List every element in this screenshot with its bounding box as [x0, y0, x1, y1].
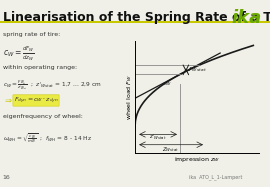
Text: ika  ATO_L_1-Lampert: ika ATO_L_1-Lampert — [189, 174, 242, 180]
Text: $c_W = \frac{F_{W_{st}}}{z'_{W_{st}}}$  ;  $z'_{Wstat}$ = 1,7 ... 2,9 cm: $c_W = \frac{F_{W_{st}}}{z'_{W_{st}}}$ ;… — [3, 79, 101, 93]
Text: $Z_{W\,stat}$: $Z_{W\,stat}$ — [162, 145, 179, 154]
Y-axis label: wheel load $F_W$: wheel load $F_W$ — [125, 74, 134, 120]
Text: $z'_{W\,stat}$: $z'_{W\,stat}$ — [149, 132, 166, 142]
Text: $c_W$: $c_W$ — [162, 80, 172, 88]
Text: ika: ika — [232, 9, 262, 27]
Text: $c_W = \frac{dF_W}{dz_W}$: $c_W = \frac{dF_W}{dz_W}$ — [3, 45, 34, 63]
Text: $F_{dyn} = c_W \cdot z_{dyn}$: $F_{dyn} = c_W \cdot z_{dyn}$ — [14, 95, 59, 106]
Text: within operating range:: within operating range: — [3, 65, 77, 70]
Text: $\omega_{WH} = \sqrt{\frac{c_W}{m_W}}$  ;  $f_{WH}$ = 8 - 14 Hz: $\omega_{WH} = \sqrt{\frac{c_W}{m_W}}$ ;… — [3, 131, 92, 145]
X-axis label: impression $z_W$: impression $z_W$ — [174, 155, 220, 164]
Text: eigenfrequency of wheel:: eigenfrequency of wheel: — [3, 114, 83, 119]
Text: $F_{W\,stat}$: $F_{W\,stat}$ — [188, 65, 207, 74]
Text: spring rate of tire:: spring rate of tire: — [3, 32, 60, 37]
Text: 16: 16 — [3, 174, 11, 180]
Text: Linearisation of the Spring Rate of a Tire: Linearisation of the Spring Rate of a Ti… — [3, 11, 270, 24]
Text: $\Rightarrow$: $\Rightarrow$ — [3, 95, 13, 104]
